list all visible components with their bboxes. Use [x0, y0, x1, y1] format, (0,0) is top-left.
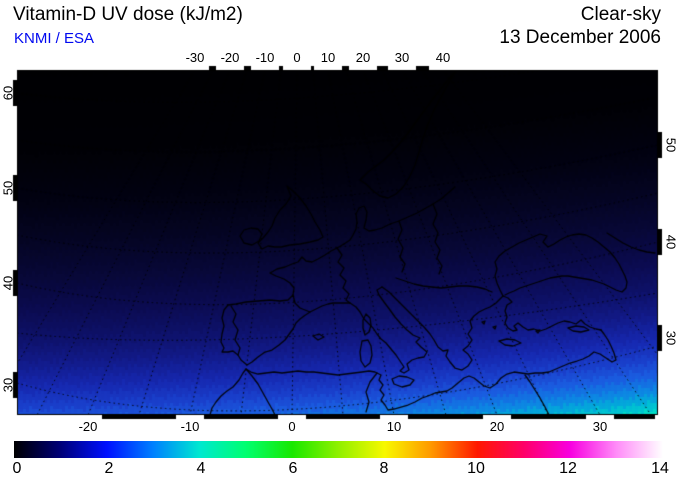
- top-axis-tick: -10: [255, 50, 275, 65]
- colorbar-tick: 4: [196, 460, 206, 477]
- colorbar-tick: 10: [467, 460, 485, 477]
- colorbar-tick: 0: [12, 460, 22, 477]
- left-axis-tick: 50: [0, 180, 16, 196]
- bottom-axis-tick: 0: [288, 419, 296, 434]
- colorbar-tick: 14: [651, 460, 669, 477]
- top-axis-tick: 40: [435, 50, 451, 65]
- left-axis-tick: 40: [0, 275, 16, 291]
- left-axis-tick: 60: [0, 85, 16, 101]
- top-axis-tick: 20: [355, 50, 371, 65]
- top-axis-tick: 0: [293, 50, 301, 65]
- page-title: Vitamin-D UV dose (kJ/m2): [13, 4, 243, 25]
- condition-label: Clear-sky: [580, 4, 661, 25]
- colorbar-gradient: [14, 441, 663, 458]
- right-axis-tick: 30: [663, 330, 678, 346]
- right-axis-tick: 50: [663, 137, 678, 153]
- credit-label: KNMI / ESA: [14, 30, 95, 47]
- bottom-axis-tick: -20: [78, 419, 98, 434]
- top-axis-tick: 10: [320, 50, 336, 65]
- bottom-axis-tick: -10: [180, 419, 200, 434]
- right-axis-tick: 40: [663, 234, 678, 250]
- colorbar-tick: 8: [379, 460, 389, 477]
- bottom-axis-tick: 30: [592, 419, 608, 434]
- top-axis-tick: -30: [185, 50, 205, 65]
- top-axis-tick: -20: [220, 50, 240, 65]
- date-label: 13 December 2006: [499, 27, 661, 48]
- colorbar-tick: 2: [104, 460, 114, 477]
- top-axis-tick: 30: [394, 50, 410, 65]
- bottom-axis-tick: 10: [386, 419, 402, 434]
- colorbar-tick: 6: [288, 460, 298, 477]
- colorbar-tick: 12: [559, 460, 577, 477]
- bottom-axis-tick: 20: [489, 419, 505, 434]
- left-axis-tick: 30: [0, 377, 16, 393]
